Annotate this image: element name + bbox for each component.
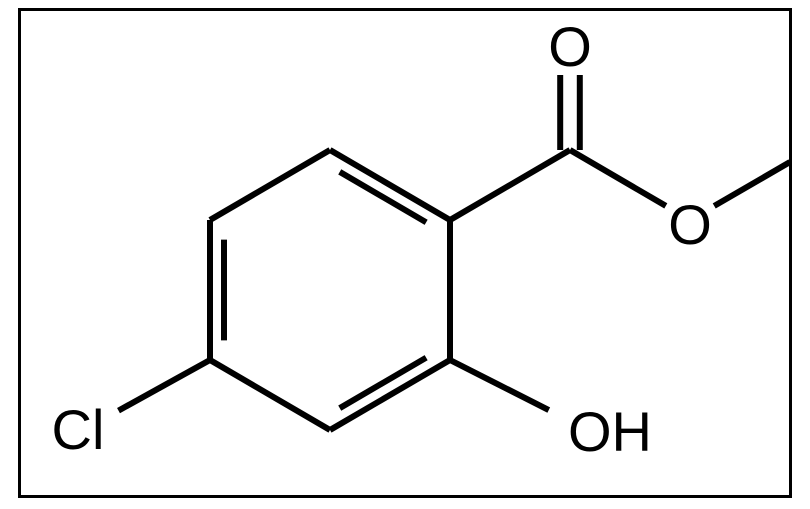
atom-label-Cl: Cl bbox=[52, 402, 105, 458]
atom-label-O2: O bbox=[668, 197, 712, 253]
atom-label-OH: OH bbox=[568, 404, 652, 460]
atom-label-O1: O bbox=[548, 19, 592, 75]
